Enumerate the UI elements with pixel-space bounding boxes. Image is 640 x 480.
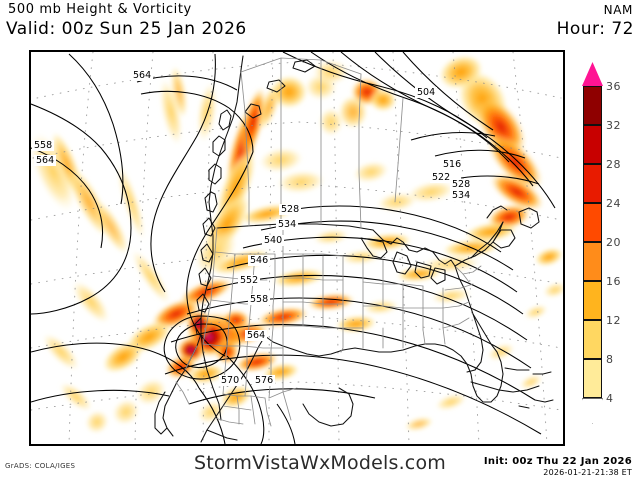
contour-label: 564 [133,70,151,81]
contour-label: 534 [278,219,296,230]
contour-label: 558 [250,294,268,305]
geography-layer [154,55,554,443]
colorbar-high-arrow [582,62,603,86]
colorbar-tick-label: 8 [606,353,614,366]
weather-map-panel[interactable]: 564 558 564 504 516 522 528 534 528 534 540 546 552 5… [29,50,565,446]
model-name-label: NAM [603,3,633,17]
init-time-label: Init: 00z Thu 22 Jan 2026 [483,456,632,467]
contour-label-halo [441,159,463,170]
contour-label-halo [279,204,301,215]
map-canvas: 5645585645045165225285345285345405465525… [31,52,563,444]
colorbar-band [583,125,602,164]
contour-label: 576 [255,375,273,386]
init-timestamp-label: 2026-01-21-21:38 ET [543,468,632,477]
page-title: 500 mb Height & Vorticity [8,2,192,17]
contour-label-halo [248,294,270,305]
colorbar-low-arrow [582,398,603,424]
contour-label-halo [430,172,452,183]
colorbar-tick-labels: 4 8 12 16 20 24 28 32 36 [606,55,640,435]
site-watermark: StormVistaWxModels.com [194,452,446,474]
contour-label-halo [248,255,270,266]
colorbar-band [583,359,602,398]
contour-label: 534 [452,190,470,201]
contour-label-halo [131,70,153,81]
contour-label: 552 [240,275,258,286]
grads-credit: GrADS: COLA/IGES [5,462,76,470]
colorbar-tick-label: 32 [606,119,621,132]
contour-label-halo [219,375,241,386]
colorbar-tick-label: 36 [606,80,621,93]
chart-header: 500 mb Height & Vorticity Valid: 00z Sun… [0,0,640,46]
contour-label-layer: 5645585645045165225285345285345405465525… [32,70,472,386]
contour-label: 528 [452,179,470,190]
contour-label: 546 [250,255,268,266]
contour-label-halo [34,155,56,166]
colorbar-tick-label: 28 [606,158,621,171]
contour-label-halo [450,179,472,190]
vorticity-shading-layer [31,55,563,434]
colorbar-tick-label: 20 [606,236,621,249]
valid-time-label: Valid: 00z Sun 25 Jan 2026 [6,19,247,39]
colorbar-band [583,86,602,125]
colorbar-tick-label: 16 [606,275,621,288]
vorticity-colorbar [582,62,603,424]
colorbar-tick-label: 12 [606,314,621,327]
contour-label-halo [450,190,472,201]
contour-label-halo [262,235,284,246]
contour-label: 570 [221,375,239,386]
contour-label: 522 [432,172,450,183]
contour-label: 564 [36,155,54,166]
contour-label-halo [253,375,275,386]
contour-label: 558 [34,140,52,151]
contour-label: 540 [264,235,282,246]
colorbar-band [583,281,602,320]
contour-label: 564 [247,330,265,341]
colorbar-band [583,164,602,203]
colorbar-band [583,242,602,281]
contour-label: 504 [417,87,435,98]
contour-label: 516 [443,159,461,170]
colorbar-band [583,203,602,242]
contour-label-halo [415,87,437,98]
contour-label-halo [238,275,260,286]
contour-label-halo [276,219,298,230]
forecast-hour-label: Hour: 72 [556,19,634,39]
colorbar-tick-label: 4 [606,392,614,405]
contour-label-halo [32,140,54,151]
contour-label-halo [245,330,267,341]
colorbar-band [583,320,602,359]
contour-label: 528 [281,204,299,215]
colorbar-tick-label: 24 [606,197,621,210]
